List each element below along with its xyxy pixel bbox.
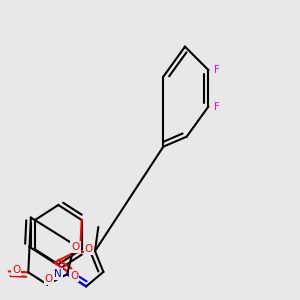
Text: F: F [214, 102, 220, 112]
Text: O: O [71, 242, 80, 252]
Text: O: O [12, 265, 20, 275]
Text: N: N [54, 269, 62, 279]
Text: O: O [85, 244, 93, 254]
Text: F: F [214, 65, 220, 75]
Text: O: O [70, 271, 78, 281]
Text: O: O [45, 274, 53, 284]
